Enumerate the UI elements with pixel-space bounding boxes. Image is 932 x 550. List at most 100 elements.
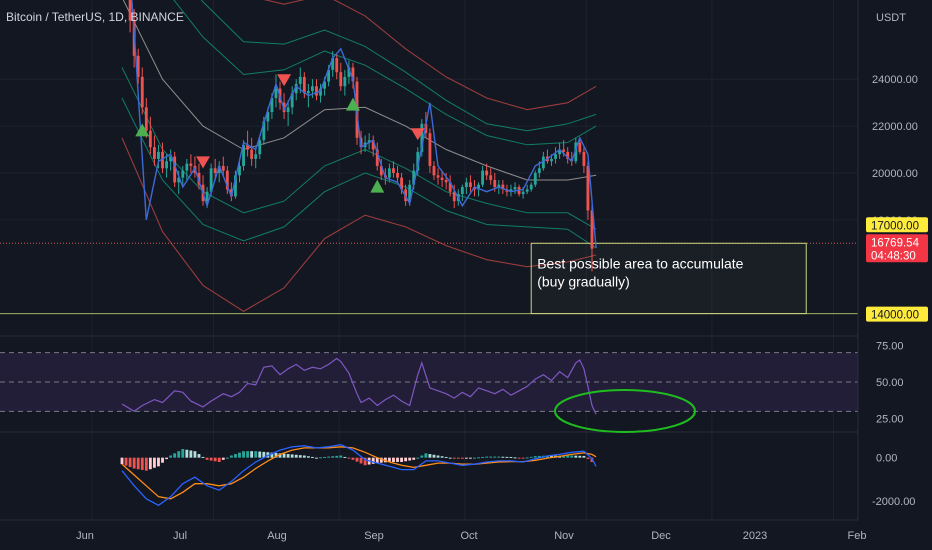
candle-body <box>177 177 181 183</box>
macd-histogram-bar <box>586 457 590 459</box>
macd-histogram-bar <box>537 455 541 458</box>
candle-body <box>469 182 472 188</box>
candle-body <box>400 177 403 190</box>
macd-histogram-bar <box>501 456 505 458</box>
macd-histogram-bar <box>258 451 262 458</box>
candle-body <box>509 189 513 192</box>
candle-body <box>387 168 391 178</box>
candle-body <box>416 151 420 171</box>
candle-body <box>339 72 343 87</box>
macd-histogram-bar <box>469 457 472 459</box>
candle-body <box>148 130 152 148</box>
macd-histogram-bar <box>428 454 432 458</box>
buy-signal-marker <box>135 123 150 137</box>
candle-body <box>266 112 270 122</box>
band-outer-lower <box>121 137 597 312</box>
macd-histogram-bar <box>229 455 233 458</box>
macd-histogram-bar <box>319 457 322 459</box>
macd-histogram-bar <box>379 457 383 463</box>
candle-body <box>161 151 164 169</box>
macd-histogram-bar <box>181 449 185 458</box>
candle-body <box>189 163 193 166</box>
macd-histogram-bar <box>355 457 359 462</box>
candle-body <box>533 172 537 185</box>
price-tick-label: 20000.00 <box>872 168 918 180</box>
macd-histogram-bar <box>148 457 152 470</box>
candle-body <box>315 86 318 96</box>
macd-line <box>121 444 597 507</box>
macd-histogram-bar <box>582 455 586 458</box>
macd-histogram-bar <box>497 456 501 458</box>
candle-body <box>169 156 173 162</box>
macd-histogram-bar <box>359 457 363 464</box>
macd-histogram-bar <box>509 457 513 459</box>
candle-body <box>229 189 233 197</box>
macd-histogram-bar <box>436 455 440 458</box>
macd-histogram-bar <box>493 456 497 458</box>
macd-histogram-bar <box>347 457 351 459</box>
candle-body <box>541 156 545 169</box>
candle-body <box>343 76 347 87</box>
candle-body <box>213 168 217 173</box>
macd-histogram-bar <box>440 456 444 458</box>
fast-line-path <box>131 0 597 249</box>
candle-body <box>392 168 395 173</box>
candle-body <box>566 151 570 159</box>
macd-histogram-bar <box>485 456 489 458</box>
time-tick-label: Jun <box>76 530 94 542</box>
macd-histogram-bar <box>574 455 578 458</box>
price-axis[interactable]: 24000.0022000.0020000.0018000.0075.0050.… <box>857 0 932 550</box>
rsi-oversold-ellipse <box>554 389 696 433</box>
macd-histogram-bar <box>331 456 335 458</box>
time-axis[interactable]: Jun Jul Aug Sep Oct Nov Dec 2023 Feb <box>76 530 866 542</box>
candle-body <box>481 170 485 185</box>
candle-body <box>525 189 529 192</box>
macd-tick-label: -2000.00 <box>872 496 915 508</box>
candle-body <box>128 0 132 21</box>
macd-histogram-bar <box>513 457 517 459</box>
candle-body <box>529 184 533 190</box>
macd-histogram-bar <box>424 453 428 458</box>
candle-body <box>550 158 553 162</box>
candle-body <box>351 67 355 82</box>
candle-body <box>302 76 306 94</box>
band-inner-upper <box>173 0 597 146</box>
candle-body <box>254 154 258 159</box>
candle-body <box>181 170 185 178</box>
macd-histogram-bar <box>157 457 160 467</box>
candle-body <box>396 172 399 178</box>
candle-body <box>428 133 432 166</box>
macd-histogram-bar <box>371 457 375 464</box>
candle-body <box>221 165 225 171</box>
candle-body <box>209 168 213 192</box>
macd-panel[interactable] <box>120 444 597 507</box>
macd-histogram-bar <box>144 457 148 471</box>
macd-histogram-bar <box>525 457 529 459</box>
zone-annotation-line: Best possible area to accumulate <box>537 255 743 271</box>
macd-histogram-bar <box>412 457 416 460</box>
currency-label: USDT <box>876 12 906 24</box>
candle-body <box>464 182 468 188</box>
macd-histogram-bar <box>416 457 420 459</box>
rsi-panel[interactable] <box>0 352 858 433</box>
time-tick-label: Oct <box>460 530 477 542</box>
candle-body <box>319 88 322 96</box>
candle-body <box>452 191 456 202</box>
macd-histogram-bar <box>404 457 408 462</box>
candlestick-series[interactable] <box>121 0 594 272</box>
macd-histogram-bar <box>120 457 124 465</box>
macd-histogram-bar <box>460 457 464 459</box>
candle-body <box>144 107 148 131</box>
price-tick-label: 24000.00 <box>872 74 918 86</box>
candle-body <box>513 187 517 190</box>
macd-histogram-bar <box>343 456 347 458</box>
candle-body <box>294 83 298 94</box>
candle-body <box>185 163 189 171</box>
macd-histogram-bar <box>351 457 355 460</box>
macd-histogram-bar <box>339 455 343 458</box>
candle-body <box>258 140 262 155</box>
candle-body <box>440 177 444 180</box>
candle-body <box>290 93 294 108</box>
candle-body <box>242 144 245 166</box>
